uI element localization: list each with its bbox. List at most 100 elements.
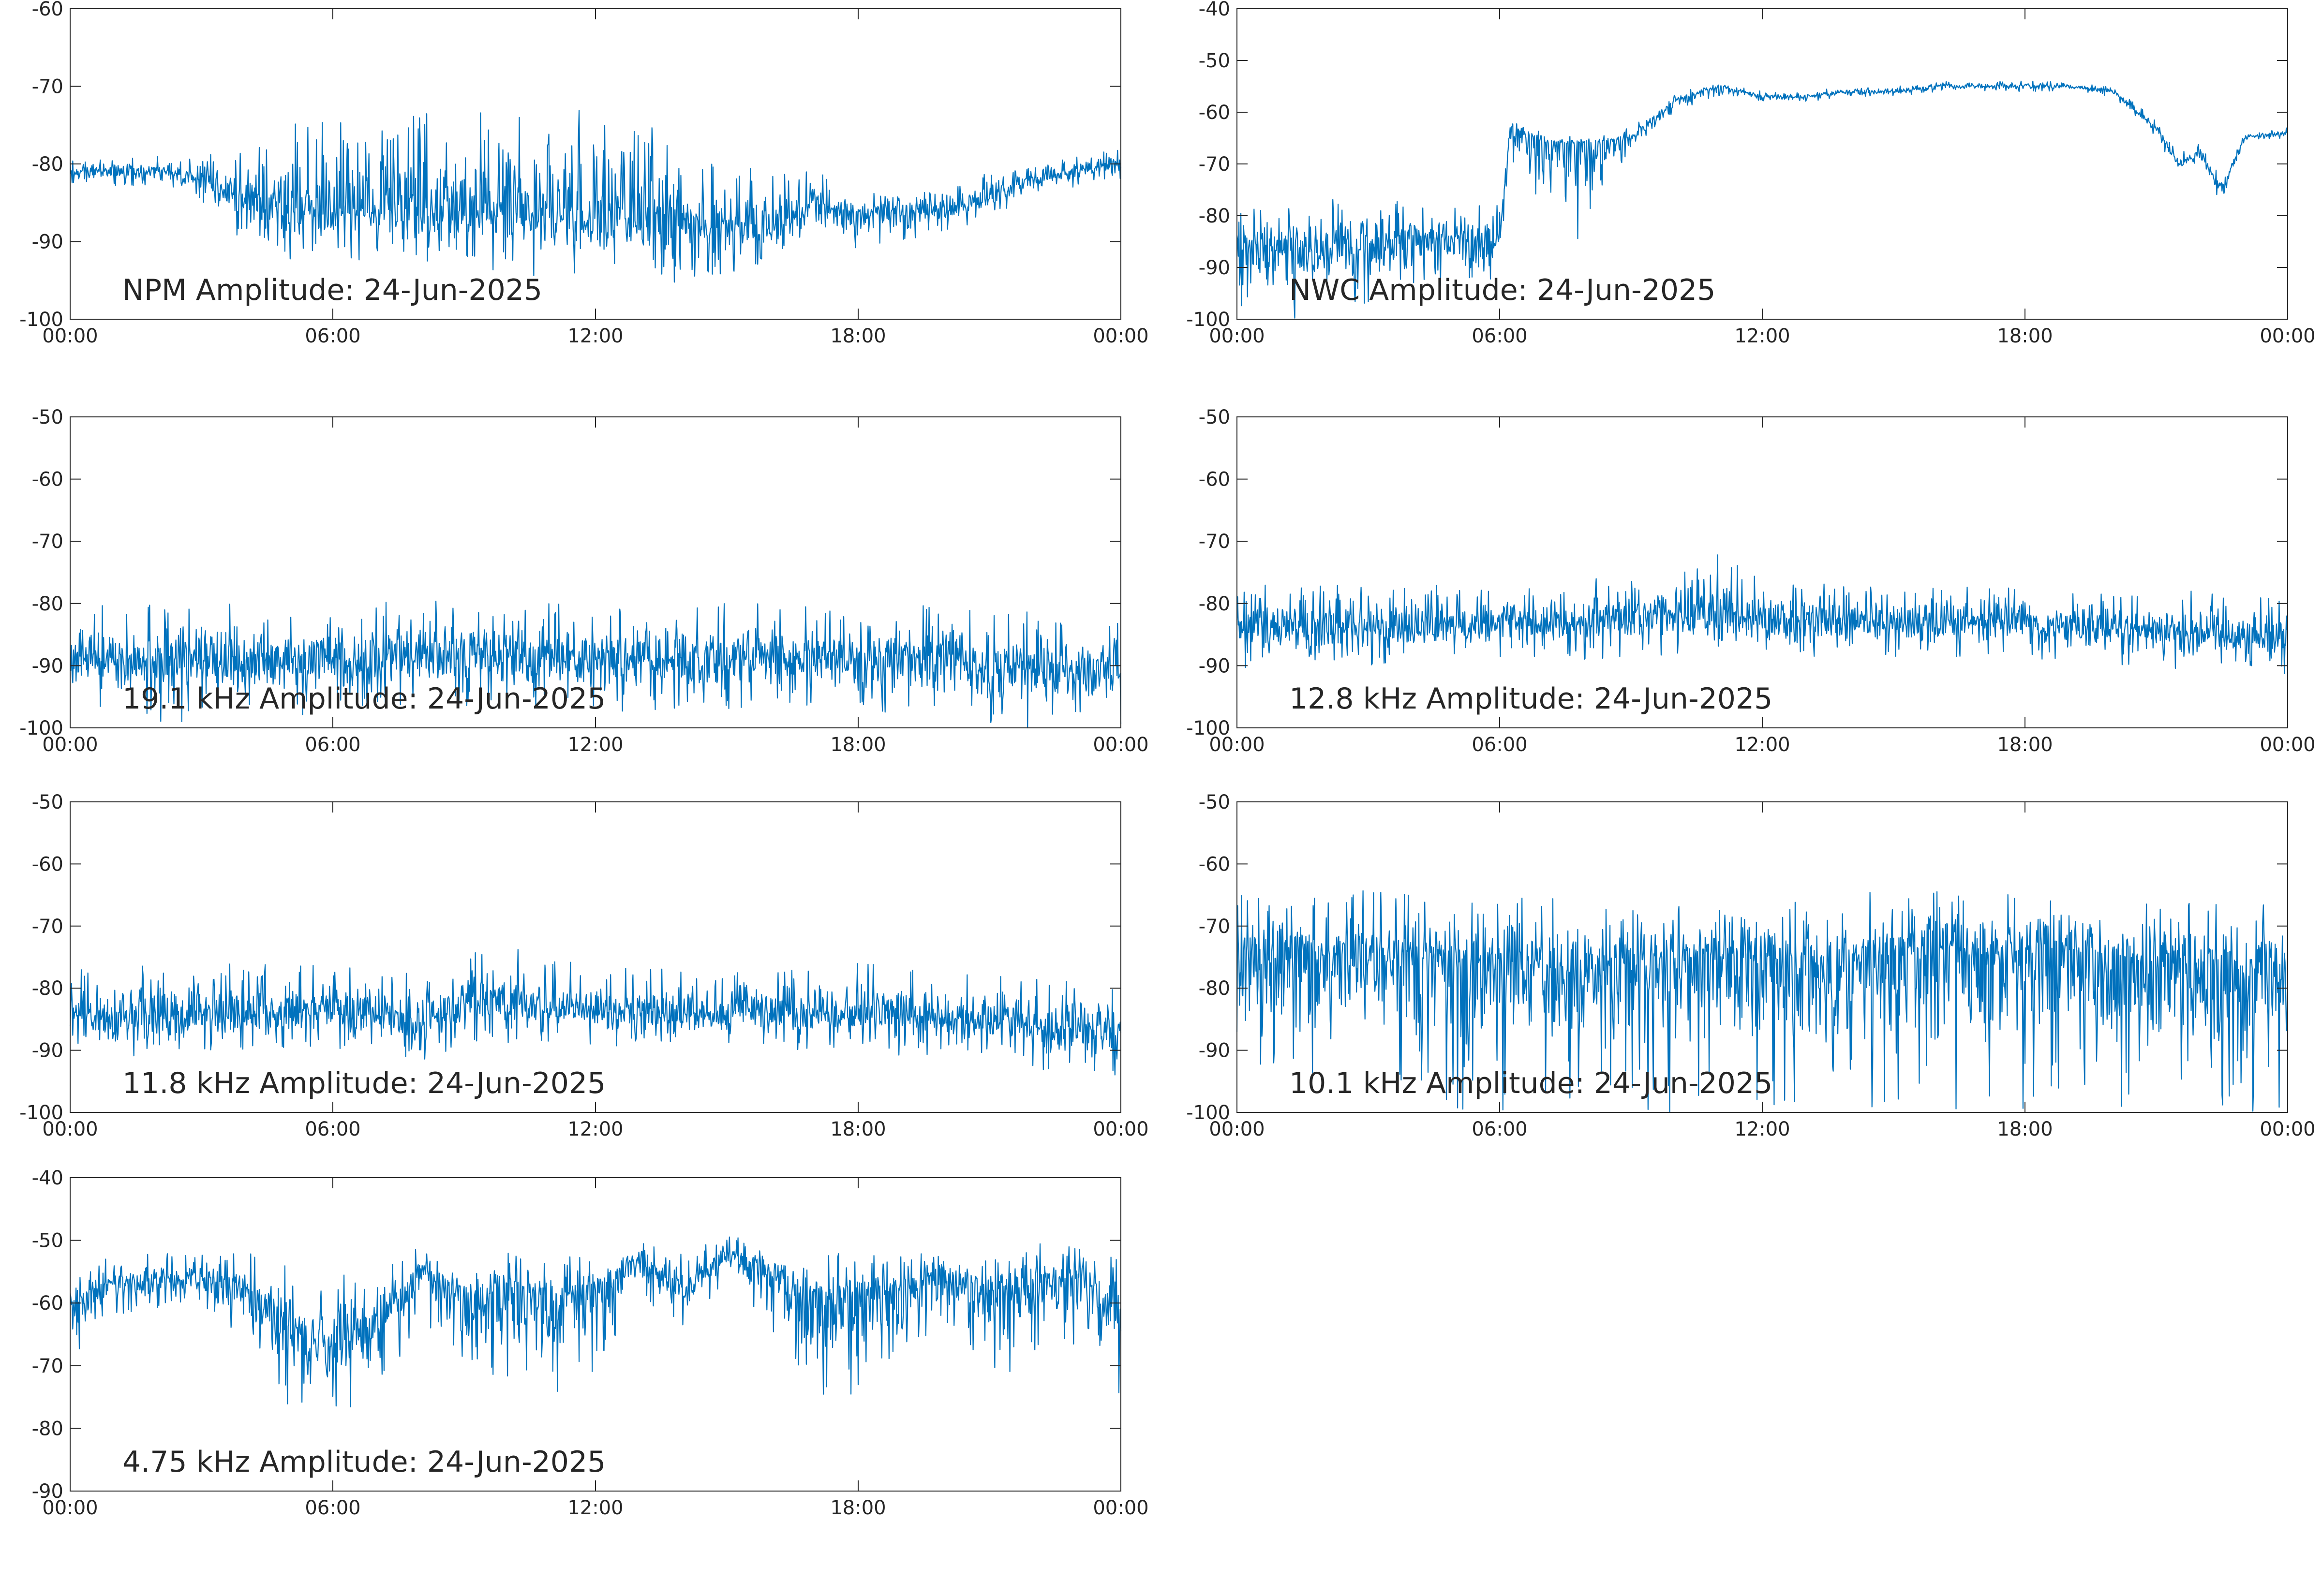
y-tick-label: -50: [32, 791, 63, 813]
y-tick-label: -70: [32, 531, 63, 553]
x-tick-label: 06:00: [305, 1497, 360, 1519]
x-tick-label: 18:00: [830, 734, 886, 756]
series-line: [1236, 554, 2289, 674]
x-tick-label: 00:00: [2260, 1118, 2315, 1140]
y-tick-label: -70: [1199, 531, 1230, 553]
x-tick-label: 00:00: [2260, 734, 2315, 756]
series-line: [69, 949, 1122, 1076]
x-tick-label: 12:00: [567, 1497, 623, 1519]
y-tick-label: -50: [32, 1230, 63, 1252]
x-tick-label: 00:00: [1093, 1497, 1148, 1519]
y-tick-label: -50: [1199, 406, 1230, 429]
x-tick-label: 00:00: [1209, 734, 1265, 756]
y-tick-label: -100: [1186, 1102, 1230, 1124]
axes-frame: [1236, 8, 2288, 320]
y-tick-label: -70: [32, 1355, 63, 1377]
x-tick-label: 18:00: [830, 1118, 886, 1140]
y-tick-label: -90: [1199, 1040, 1230, 1062]
series-line: [1236, 890, 2289, 1112]
x-tick-label: 18:00: [1997, 325, 2053, 347]
x-tick-label: 12:00: [1734, 325, 1790, 347]
y-tick-label: -90: [32, 231, 63, 253]
x-tick-label: 00:00: [42, 1497, 98, 1519]
x-tick-label: 18:00: [830, 325, 886, 347]
series-line: [69, 600, 1122, 729]
x-tick-label: 00:00: [1209, 325, 1265, 347]
y-tick-label: -60: [32, 1292, 63, 1315]
y-tick-label: -80: [1199, 977, 1230, 1000]
x-tick-label: 18:00: [1997, 1118, 2053, 1140]
y-tick-label: -60: [1199, 102, 1230, 124]
y-tick-label: -90: [32, 1480, 63, 1503]
axes-frame: [70, 416, 1121, 728]
chart-title: NWC Amplitude: 24-Jun-2025: [1289, 273, 1715, 307]
chart-title: 11.8 kHz Amplitude: 24-Jun-2025: [122, 1066, 606, 1100]
x-tick-label: 12:00: [1734, 734, 1790, 756]
series-line: [69, 109, 1122, 283]
y-tick-label: -100: [1186, 309, 1230, 331]
y-tick-label: -90: [32, 1040, 63, 1062]
x-tick-label: 12:00: [567, 1118, 623, 1140]
y-tick-label: -40: [32, 1167, 63, 1189]
x-tick-label: 00:00: [1093, 734, 1148, 756]
x-tick-label: 00:00: [42, 734, 98, 756]
x-tick-label: 00:00: [42, 1118, 98, 1140]
x-tick-label: 00:00: [2260, 325, 2315, 347]
x-tick-label: 12:00: [567, 325, 623, 347]
y-tick-label: -70: [1199, 153, 1230, 176]
axes-frame: [70, 8, 1121, 320]
y-tick-label: -50: [1199, 50, 1230, 72]
chart-panel-4: 00:00 06:00 12:00 18:00 00:00 -50 -60 -70 -80 -90…: [1186, 406, 2315, 756]
x-tick-label: 18:00: [1997, 734, 2053, 756]
y-tick-label: -100: [1186, 717, 1230, 739]
x-tick-label: 00:00: [42, 325, 98, 347]
y-tick-label: -60: [32, 0, 63, 20]
y-tick-label: -60: [32, 853, 63, 875]
y-tick-label: -70: [32, 916, 63, 938]
y-tick-label: -60: [1199, 469, 1230, 491]
y-tick-label: -60: [1199, 853, 1230, 875]
y-tick-label: -40: [1199, 0, 1230, 20]
chart-panel-5: 00:00 06:00 12:00 18:00 00:00 -50 -60 -70 -80 -90…: [19, 791, 1148, 1140]
y-tick-label: -90: [1199, 257, 1230, 279]
y-tick-label: -80: [1199, 593, 1230, 615]
chart-title: 12.8 kHz Amplitude: 24-Jun-2025: [1289, 682, 1772, 716]
x-tick-label: 06:00: [1472, 1118, 1527, 1140]
x-tick-label: 00:00: [1093, 1118, 1148, 1140]
chart-panel-7: 00:00 06:00 12:00 18:00 00:00 -40 -50 -60 -70 -80…: [32, 1167, 1149, 1519]
y-tick-label: -50: [1199, 791, 1230, 813]
chart-title: 4.75 kHz Amplitude: 24-Jun-2025: [122, 1445, 606, 1479]
y-tick-label: -80: [32, 977, 63, 1000]
y-tick-label: -80: [32, 593, 63, 615]
chart-title: NPM Amplitude: 24-Jun-2025: [122, 273, 542, 307]
x-tick-label: 00:00: [1209, 1118, 1265, 1140]
x-tick-label: 06:00: [305, 734, 360, 756]
y-tick-label: -100: [19, 717, 63, 739]
x-tick-label: 12:00: [567, 734, 623, 756]
chart-title: 19.1 kHz Amplitude: 24-Jun-2025: [122, 682, 606, 716]
y-tick-label: -60: [32, 469, 63, 491]
y-tick-label: -80: [32, 1418, 63, 1440]
y-tick-label: -90: [1199, 655, 1230, 677]
x-tick-label: 06:00: [1472, 325, 1527, 347]
y-tick-label: -70: [1199, 916, 1230, 938]
y-tick-label: -100: [19, 1102, 63, 1124]
chart-panel-2: 00:00 06:00 12:00 18:00 00:00 -40 -50 -60 -70 -80…: [1186, 0, 2315, 347]
y-tick-label: -80: [1199, 205, 1230, 227]
axes-frame: [70, 801, 1121, 1113]
x-tick-label: 06:00: [305, 1118, 360, 1140]
y-tick-label: -80: [32, 153, 63, 176]
chart-panel-1: 00:00 06:00 12:00 18:00 00:00 -60 -70 -80 -90 -10…: [19, 0, 1148, 347]
y-tick-label: -100: [19, 309, 63, 331]
series-line: [69, 1236, 1122, 1407]
x-tick-label: 12:00: [1734, 1118, 1790, 1140]
series-line: [1236, 80, 2288, 319]
y-tick-label: -90: [32, 655, 63, 677]
axes-frame: [1236, 416, 2288, 728]
x-tick-label: 18:00: [830, 1497, 886, 1519]
chart-title: 10.1 kHz Amplitude: 24-Jun-2025: [1289, 1066, 1772, 1100]
axes-frame: [70, 1177, 1121, 1492]
y-tick-label: -50: [32, 406, 63, 429]
y-tick-label: -70: [32, 76, 63, 98]
